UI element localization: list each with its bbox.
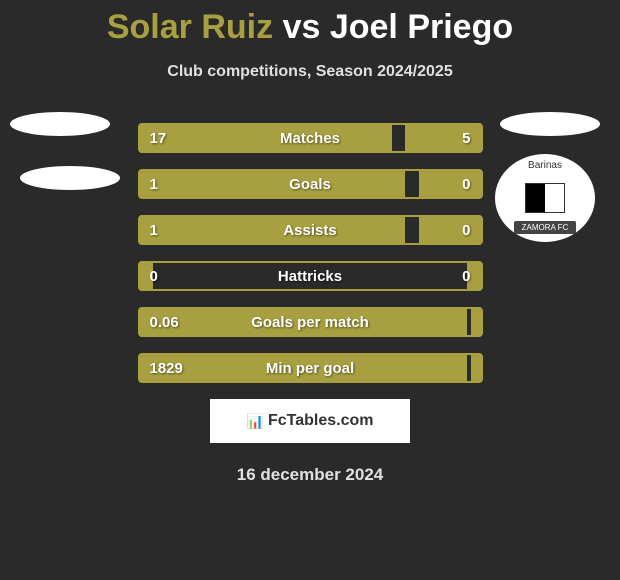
team-logo-left	[10, 112, 120, 190]
stat-right-fill	[471, 309, 481, 335]
chart-icon: 📊	[247, 413, 264, 430]
stat-row: 1829 Min per goal	[138, 353, 483, 383]
stat-row: 1 0 Assists	[138, 215, 483, 245]
stat-left-value: 1829	[150, 360, 183, 377]
header: Solar Ruiz vs Joel Priego Club competiti…	[0, 0, 620, 81]
stat-row: 1 0 Goals	[138, 169, 483, 199]
team-logo-right: Barinas ZAMORA FC	[500, 112, 600, 242]
stats-container: 17 5 Matches 1 0 Goals 1 0 Assists 0 0 Hattricks 0.0…	[138, 123, 483, 383]
stat-left-fill	[140, 217, 406, 243]
stat-left-value: 0	[150, 268, 158, 285]
badge-shield-icon	[525, 183, 565, 213]
date-text: 16 december 2024	[0, 465, 620, 485]
club-badge: Barinas ZAMORA FC	[495, 154, 595, 242]
stat-right-value: 0	[462, 222, 470, 239]
brand-logo: 📊 FcTables.com	[210, 399, 410, 443]
stat-right-value: 5	[462, 130, 470, 147]
logo-ellipse-2	[20, 166, 120, 190]
stat-label: Hattricks	[278, 268, 342, 285]
stat-right-fill	[471, 355, 481, 381]
stat-left-value: 1	[150, 176, 158, 193]
stat-left-value: 17	[150, 130, 167, 147]
stat-label: Min per goal	[266, 360, 354, 377]
brand-text: FcTables.com	[268, 412, 374, 430]
badge-top-text: Barinas	[528, 160, 562, 171]
stat-label: Goals	[289, 176, 331, 193]
stat-label: Assists	[283, 222, 336, 239]
vs-text: vs	[283, 8, 321, 46]
stat-right-value: 0	[462, 176, 470, 193]
stat-right-value: 0	[462, 268, 470, 285]
player1-name: Solar Ruiz	[107, 8, 273, 46]
stat-left-value: 1	[150, 222, 158, 239]
logo-ellipse-1	[10, 112, 110, 136]
page-title: Solar Ruiz vs Joel Priego	[0, 8, 620, 47]
logo-ellipse-r	[500, 112, 600, 136]
stat-right-fill	[419, 171, 480, 197]
stat-right-fill	[419, 217, 480, 243]
stat-row: 17 5 Matches	[138, 123, 483, 153]
stat-label: Goals per match	[251, 314, 369, 331]
stat-row: 0 0 Hattricks	[138, 261, 483, 291]
stat-row: 0.06 Goals per match	[138, 307, 483, 337]
player2-name: Joel Priego	[330, 8, 513, 46]
stat-label: Matches	[280, 130, 340, 147]
stat-left-value: 0.06	[150, 314, 179, 331]
subtitle: Club competitions, Season 2024/2025	[0, 63, 620, 81]
stat-left-fill	[140, 171, 406, 197]
badge-bottom-text: ZAMORA FC	[514, 221, 577, 234]
stat-left-fill	[140, 125, 392, 151]
